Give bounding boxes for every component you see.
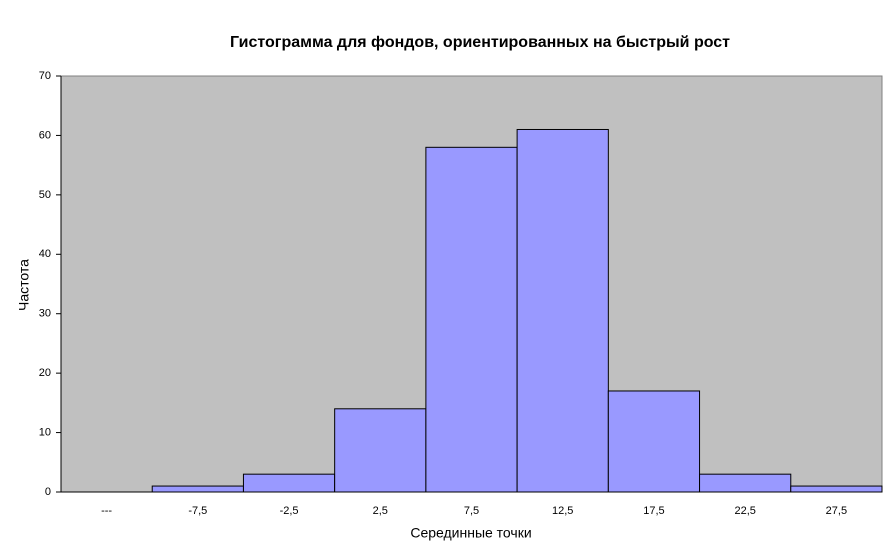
x-tick-label: -2,5: [280, 505, 299, 517]
y-tick-label: 0: [45, 486, 51, 498]
y-axis-label: Частота: [16, 259, 32, 311]
x-tick-label: ---: [101, 505, 112, 517]
y-tick-label: 50: [39, 189, 51, 201]
y-tick-label: 70: [39, 70, 51, 82]
x-tick-label: 27,5: [826, 505, 847, 517]
y-tick-label: 10: [39, 426, 51, 438]
chart-title: Гистограмма для фондов, ориентированных …: [230, 34, 730, 51]
bar: [516, 128, 609, 493]
bar: [699, 473, 792, 493]
y-tick-label: 60: [39, 129, 51, 141]
x-tick-label: 7,5: [464, 505, 479, 517]
x-tick-label: 12,5: [552, 505, 573, 517]
x-tick-label: -7,5: [188, 505, 207, 517]
y-tick-label: 20: [39, 367, 51, 379]
x-tick-label: 17,5: [643, 505, 664, 517]
bar: [607, 390, 701, 493]
y-tick-label: 40: [39, 248, 51, 260]
x-axis-label: Серединные точки: [410, 525, 531, 541]
bar: [425, 146, 518, 493]
x-tick-label: 22,5: [734, 505, 755, 517]
bar: [334, 408, 427, 493]
x-tick-label: 2,5: [373, 505, 388, 517]
y-tick-label: 30: [39, 308, 51, 320]
bar: [151, 485, 244, 493]
bar: [790, 485, 883, 493]
bar: [242, 473, 336, 493]
